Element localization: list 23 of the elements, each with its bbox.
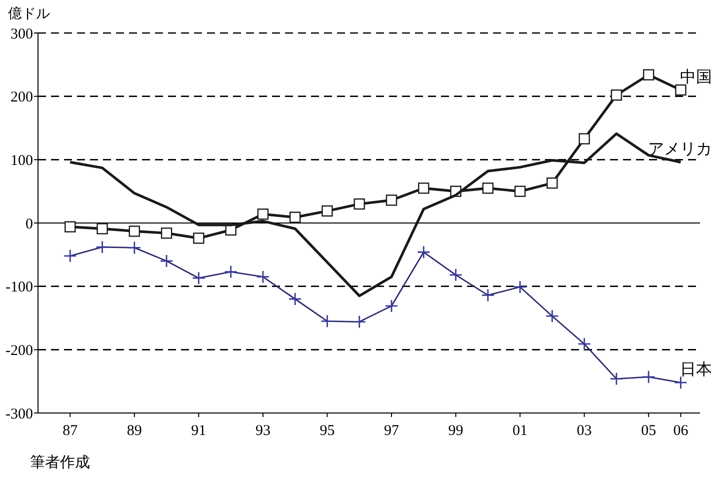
y-tick-label: 200 [10, 90, 33, 106]
y-tick-label: -200 [6, 342, 33, 359]
y-tick-label: 100 [10, 152, 33, 169]
y-tick-label: 300 [10, 26, 33, 42]
x-tick-label: 93 [255, 423, 270, 439]
series-label: 日本 [680, 360, 712, 379]
x-tick-label: 91 [191, 423, 206, 439]
y-tick-label: 0 [26, 216, 33, 232]
x-tick-label: 89 [126, 423, 142, 439]
x-tick-label: 05 [641, 423, 656, 439]
series-label: アメリカ [648, 139, 712, 158]
y-axis-title: 億ドル [8, 6, 50, 22]
x-tick-label: 01 [512, 423, 528, 439]
series-label: 中国 [680, 67, 712, 86]
x-tick-label: 03 [576, 423, 592, 439]
x-tick-label: 99 [448, 423, 464, 439]
x-tick-label: 87 [62, 423, 78, 439]
y-tick-label: -100 [6, 280, 33, 296]
x-tick-label: 97 [384, 423, 400, 439]
text: 筆者作成 [30, 453, 90, 471]
y-tick-label: -300 [6, 406, 33, 422]
x-tick-label: 06 [673, 423, 689, 439]
x-tick-label: 95 [320, 423, 335, 439]
